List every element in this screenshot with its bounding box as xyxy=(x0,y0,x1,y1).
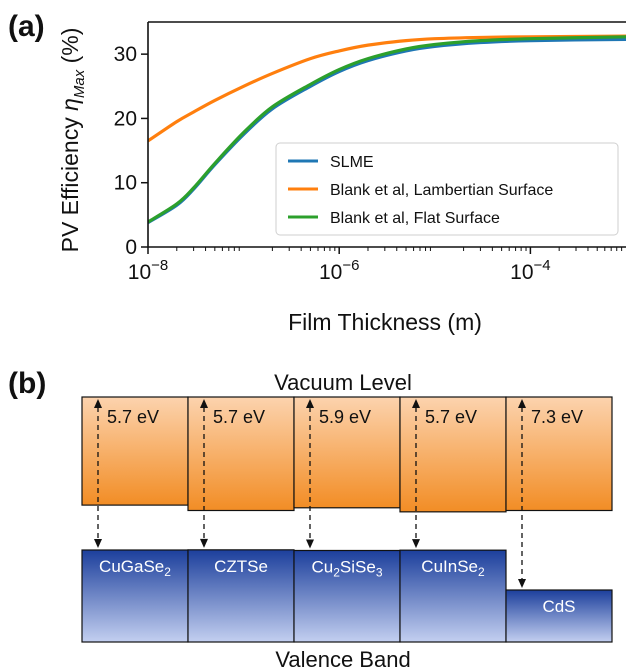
gap-arrow-head-down xyxy=(306,539,314,548)
y-tick-label: 0 xyxy=(125,236,137,259)
legend-label-slme: SLME xyxy=(330,154,374,171)
material-label: CZTSe xyxy=(214,557,268,576)
y-axis-label-subscript: Max xyxy=(71,69,88,98)
bands-group: 5.7 eV CuGaSe2 5.7 eV CZTSe 5.9 eV Cu2SiSe3 5.… xyxy=(82,397,612,642)
gap-arrow-head-down xyxy=(518,579,526,588)
y-tick-label: 30 xyxy=(114,43,137,66)
y-axis-label-main: PV Efficiency xyxy=(57,111,83,252)
vacuum-level-title: Vacuum Level xyxy=(274,370,412,395)
gap-arrow-head-down xyxy=(412,539,420,548)
legend: SLME Blank et al, Lambertian Surface Bla… xyxy=(276,143,618,235)
gap-label: 5.7 eV xyxy=(425,407,477,427)
gap-label: 7.3 eV xyxy=(531,407,583,427)
material-label: CuGaSe2 xyxy=(99,557,171,579)
x-tick-label: 10−4 xyxy=(510,257,550,284)
x-tick-label: 10−6 xyxy=(319,257,359,284)
gap-label: 5.7 eV xyxy=(213,407,265,427)
material-label: CuInSe2 xyxy=(421,557,485,579)
gap-label: 5.7 eV xyxy=(107,407,159,427)
panel-a-label: (a) xyxy=(8,10,45,43)
y-tick-label: 10 xyxy=(114,172,137,195)
y-axis-label-symbol: η xyxy=(57,98,83,111)
material-label: CdS xyxy=(542,597,575,616)
panel-b-label: (b) xyxy=(8,367,46,400)
gap-label: 5.9 eV xyxy=(319,407,371,427)
legend-label-flat: Blank et al, Flat Surface xyxy=(330,210,500,227)
gap-arrow-head-down xyxy=(200,539,208,548)
panel-b: (b) Vacuum Level Valence Band 5.7 eV CuGa… xyxy=(8,367,612,670)
valence-band-title: Valence Band xyxy=(275,647,410,670)
y-axis-label-unit: (%) xyxy=(57,28,83,70)
legend-label-lambertian: Blank et al, Lambertian Surface xyxy=(330,182,553,199)
gap-arrow-head-down xyxy=(94,539,102,548)
panel-a: (a) PV Efficiency ηMax (%) 0 10 20 30 10−8 10… xyxy=(8,10,626,335)
material-label: Cu2SiSe3 xyxy=(311,557,382,579)
y-axis-label: PV Efficiency ηMax (%) xyxy=(57,28,88,253)
y-tick-label: 20 xyxy=(114,107,137,130)
x-axis-label: Film Thickness (m) xyxy=(288,309,482,335)
x-tick-label: 10−8 xyxy=(128,257,168,284)
